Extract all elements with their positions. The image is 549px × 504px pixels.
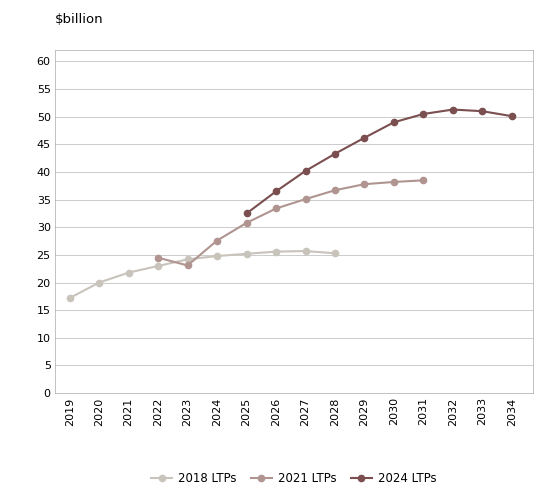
Line: 2021 LTPs: 2021 LTPs (155, 177, 427, 269)
2018 LTPs (96, 280, 103, 286)
2024 LTPs (361, 135, 368, 141)
2021 LTPs (273, 206, 279, 212)
Legend: 2018 LTPs, 2021 LTPs, 2024 LTPs: 2018 LTPs, 2021 LTPs, 2024 LTPs (146, 468, 441, 490)
2021 LTPs (361, 181, 368, 187)
2021 LTPs (302, 196, 309, 202)
2021 LTPs (214, 237, 220, 243)
2018 LTPs (243, 251, 250, 257)
2024 LTPs (332, 151, 338, 157)
2018 LTPs (66, 295, 73, 301)
2024 LTPs (420, 111, 427, 117)
2018 LTPs (184, 257, 191, 263)
2018 LTPs (214, 253, 220, 259)
2024 LTPs (391, 119, 397, 125)
2018 LTPs (155, 263, 161, 269)
2018 LTPs (302, 248, 309, 254)
2021 LTPs (184, 263, 191, 269)
2018 LTPs (125, 270, 132, 276)
2024 LTPs (508, 113, 515, 119)
2024 LTPs (273, 188, 279, 195)
Line: 2018 LTPs: 2018 LTPs (66, 248, 338, 301)
2024 LTPs (302, 168, 309, 174)
2024 LTPs (450, 106, 456, 112)
2021 LTPs (391, 179, 397, 185)
2021 LTPs (332, 187, 338, 193)
2024 LTPs (479, 108, 486, 114)
Text: $billion: $billion (55, 14, 104, 26)
2024 LTPs (243, 211, 250, 217)
2021 LTPs (243, 220, 250, 226)
Line: 2024 LTPs: 2024 LTPs (243, 106, 515, 217)
2018 LTPs (273, 248, 279, 255)
2018 LTPs (332, 250, 338, 257)
2021 LTPs (420, 177, 427, 183)
2021 LTPs (155, 255, 161, 261)
